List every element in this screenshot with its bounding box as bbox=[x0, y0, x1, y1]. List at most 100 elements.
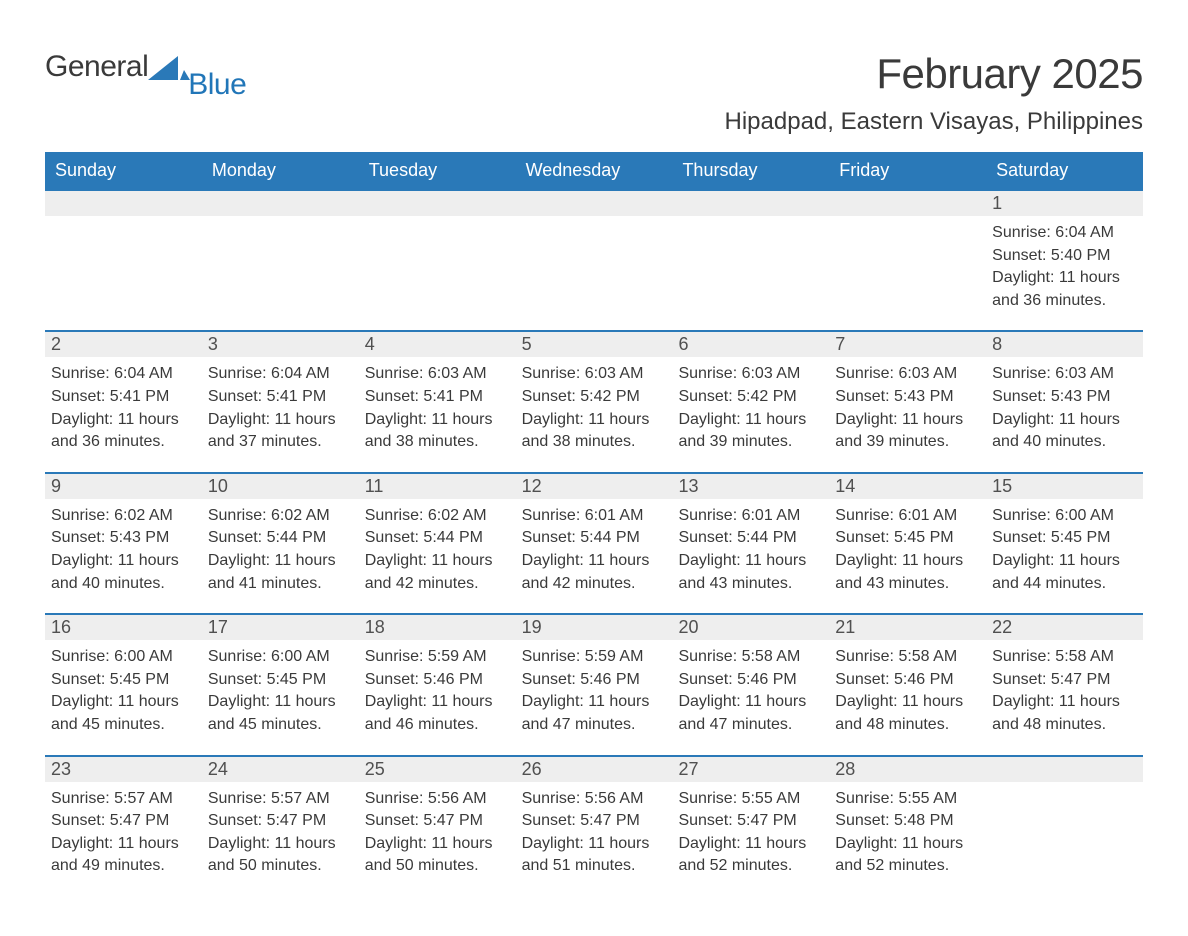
sunrise-line: Sunrise: 5:58 AM bbox=[678, 646, 823, 668]
day-number bbox=[829, 189, 986, 216]
day-cell: 22Sunrise: 5:58 AMSunset: 5:47 PMDayligh… bbox=[986, 613, 1143, 754]
sunset-line: Sunset: 5:40 PM bbox=[992, 245, 1137, 267]
daylight-line-1: Daylight: 11 hours bbox=[365, 833, 510, 855]
daylight-line-2: and 36 minutes. bbox=[51, 431, 196, 453]
day-body: Sunrise: 6:04 AMSunset: 5:40 PMDaylight:… bbox=[986, 216, 1143, 311]
sunrise-line: Sunrise: 6:02 AM bbox=[51, 505, 196, 527]
day-number: 28 bbox=[829, 755, 986, 782]
day-cell: 16Sunrise: 6:00 AMSunset: 5:45 PMDayligh… bbox=[45, 613, 202, 754]
day-number bbox=[516, 189, 673, 216]
day-cell: 12Sunrise: 6:01 AMSunset: 5:44 PMDayligh… bbox=[516, 472, 673, 613]
sunset-line: Sunset: 5:44 PM bbox=[678, 527, 823, 549]
sunset-line: Sunset: 5:45 PM bbox=[835, 527, 980, 549]
day-cell: 17Sunrise: 6:00 AMSunset: 5:45 PMDayligh… bbox=[202, 613, 359, 754]
sunset-line: Sunset: 5:44 PM bbox=[522, 527, 667, 549]
day-cell: 26Sunrise: 5:56 AMSunset: 5:47 PMDayligh… bbox=[516, 755, 673, 896]
day-number: 19 bbox=[516, 613, 673, 640]
daylight-line-2: and 48 minutes. bbox=[992, 714, 1137, 736]
daylight-line-1: Daylight: 11 hours bbox=[365, 691, 510, 713]
sunset-line: Sunset: 5:47 PM bbox=[992, 669, 1137, 691]
day-body: Sunrise: 6:01 AMSunset: 5:44 PMDaylight:… bbox=[672, 499, 829, 594]
day-body: Sunrise: 6:02 AMSunset: 5:43 PMDaylight:… bbox=[45, 499, 202, 594]
daylight-line-1: Daylight: 11 hours bbox=[835, 409, 980, 431]
day-body: Sunrise: 6:01 AMSunset: 5:45 PMDaylight:… bbox=[829, 499, 986, 594]
weekday-header: Tuesday bbox=[359, 152, 516, 189]
daylight-line-2: and 49 minutes. bbox=[51, 855, 196, 877]
day-cell: 7Sunrise: 6:03 AMSunset: 5:43 PMDaylight… bbox=[829, 330, 986, 471]
day-number: 14 bbox=[829, 472, 986, 499]
weekday-header: Saturday bbox=[986, 152, 1143, 189]
day-body: Sunrise: 5:55 AMSunset: 5:47 PMDaylight:… bbox=[672, 782, 829, 877]
daylight-line-2: and 45 minutes. bbox=[51, 714, 196, 736]
day-number: 4 bbox=[359, 330, 516, 357]
day-body: Sunrise: 6:04 AMSunset: 5:41 PMDaylight:… bbox=[202, 357, 359, 452]
day-number: 16 bbox=[45, 613, 202, 640]
day-number bbox=[672, 189, 829, 216]
sunset-line: Sunset: 5:45 PM bbox=[51, 669, 196, 691]
day-body: Sunrise: 6:00 AMSunset: 5:45 PMDaylight:… bbox=[202, 640, 359, 735]
day-body: Sunrise: 5:58 AMSunset: 5:47 PMDaylight:… bbox=[986, 640, 1143, 735]
sunrise-line: Sunrise: 6:01 AM bbox=[835, 505, 980, 527]
day-cell: 1Sunrise: 6:04 AMSunset: 5:40 PMDaylight… bbox=[986, 189, 1143, 330]
daylight-line-2: and 52 minutes. bbox=[835, 855, 980, 877]
week-row: 2Sunrise: 6:04 AMSunset: 5:41 PMDaylight… bbox=[45, 330, 1143, 471]
sunset-line: Sunset: 5:47 PM bbox=[365, 810, 510, 832]
sunset-line: Sunset: 5:48 PM bbox=[835, 810, 980, 832]
sunrise-line: Sunrise: 5:57 AM bbox=[208, 788, 353, 810]
day-body: Sunrise: 5:56 AMSunset: 5:47 PMDaylight:… bbox=[516, 782, 673, 877]
sunset-line: Sunset: 5:43 PM bbox=[992, 386, 1137, 408]
day-number: 20 bbox=[672, 613, 829, 640]
weekday-header: Wednesday bbox=[516, 152, 673, 189]
day-cell: 25Sunrise: 5:56 AMSunset: 5:47 PMDayligh… bbox=[359, 755, 516, 896]
weekday-header: Sunday bbox=[45, 152, 202, 189]
day-number: 26 bbox=[516, 755, 673, 782]
sunrise-line: Sunrise: 6:00 AM bbox=[51, 646, 196, 668]
sunrise-line: Sunrise: 5:56 AM bbox=[522, 788, 667, 810]
day-cell bbox=[986, 755, 1143, 896]
daylight-line-1: Daylight: 11 hours bbox=[51, 833, 196, 855]
sunset-line: Sunset: 5:41 PM bbox=[51, 386, 196, 408]
sunset-line: Sunset: 5:46 PM bbox=[365, 669, 510, 691]
day-cell: 5Sunrise: 6:03 AMSunset: 5:42 PMDaylight… bbox=[516, 330, 673, 471]
sunrise-line: Sunrise: 6:03 AM bbox=[992, 363, 1137, 385]
sunrise-line: Sunrise: 6:01 AM bbox=[678, 505, 823, 527]
daylight-line-1: Daylight: 11 hours bbox=[522, 833, 667, 855]
sunrise-line: Sunrise: 5:59 AM bbox=[365, 646, 510, 668]
day-body: Sunrise: 6:01 AMSunset: 5:44 PMDaylight:… bbox=[516, 499, 673, 594]
daylight-line-2: and 37 minutes. bbox=[208, 431, 353, 453]
day-body: Sunrise: 5:56 AMSunset: 5:47 PMDaylight:… bbox=[359, 782, 516, 877]
daylight-line-1: Daylight: 11 hours bbox=[51, 691, 196, 713]
day-body: Sunrise: 5:58 AMSunset: 5:46 PMDaylight:… bbox=[672, 640, 829, 735]
daylight-line-2: and 40 minutes. bbox=[992, 431, 1137, 453]
day-number: 7 bbox=[829, 330, 986, 357]
daylight-line-2: and 43 minutes. bbox=[678, 573, 823, 595]
day-body: Sunrise: 5:59 AMSunset: 5:46 PMDaylight:… bbox=[359, 640, 516, 735]
week-row: 23Sunrise: 5:57 AMSunset: 5:47 PMDayligh… bbox=[45, 755, 1143, 896]
week-row: 1Sunrise: 6:04 AMSunset: 5:40 PMDaylight… bbox=[45, 189, 1143, 330]
daylight-line-1: Daylight: 11 hours bbox=[678, 409, 823, 431]
weeks-container: 1Sunrise: 6:04 AMSunset: 5:40 PMDaylight… bbox=[45, 189, 1143, 896]
day-cell: 24Sunrise: 5:57 AMSunset: 5:47 PMDayligh… bbox=[202, 755, 359, 896]
day-body: Sunrise: 6:03 AMSunset: 5:42 PMDaylight:… bbox=[672, 357, 829, 452]
day-cell: 11Sunrise: 6:02 AMSunset: 5:44 PMDayligh… bbox=[359, 472, 516, 613]
day-body: Sunrise: 6:03 AMSunset: 5:41 PMDaylight:… bbox=[359, 357, 516, 452]
month-title: February 2025 bbox=[725, 50, 1143, 98]
brand-word-1: General bbox=[45, 50, 148, 84]
day-body: Sunrise: 6:00 AMSunset: 5:45 PMDaylight:… bbox=[45, 640, 202, 735]
sunset-line: Sunset: 5:47 PM bbox=[208, 810, 353, 832]
header: General Blue February 2025 Hipadpad, Eas… bbox=[45, 50, 1143, 144]
day-cell: 9Sunrise: 6:02 AMSunset: 5:43 PMDaylight… bbox=[45, 472, 202, 613]
sunrise-line: Sunrise: 6:00 AM bbox=[992, 505, 1137, 527]
sunrise-line: Sunrise: 6:03 AM bbox=[365, 363, 510, 385]
day-cell: 2Sunrise: 6:04 AMSunset: 5:41 PMDaylight… bbox=[45, 330, 202, 471]
daylight-line-1: Daylight: 11 hours bbox=[51, 409, 196, 431]
day-cell bbox=[45, 189, 202, 330]
daylight-line-2: and 50 minutes. bbox=[365, 855, 510, 877]
sunset-line: Sunset: 5:43 PM bbox=[51, 527, 196, 549]
sunset-line: Sunset: 5:46 PM bbox=[522, 669, 667, 691]
sunset-line: Sunset: 5:42 PM bbox=[522, 386, 667, 408]
day-number bbox=[986, 755, 1143, 782]
daylight-line-2: and 36 minutes. bbox=[992, 290, 1137, 312]
sunrise-line: Sunrise: 6:00 AM bbox=[208, 646, 353, 668]
daylight-line-1: Daylight: 11 hours bbox=[678, 550, 823, 572]
